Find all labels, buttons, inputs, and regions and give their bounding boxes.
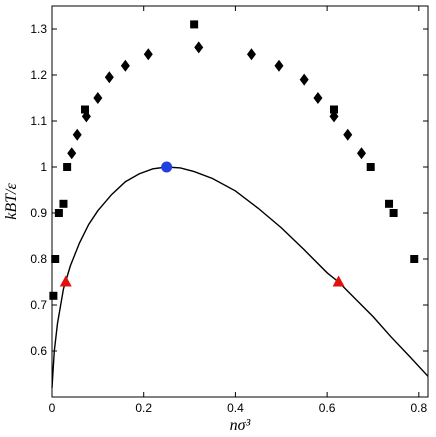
y-tick-label: 0.8 [30,252,47,266]
y-tick-label: 1 [40,160,47,174]
square-data-point [366,163,375,171]
x-tick-label: 0.8 [410,401,427,415]
x-tick-label: 0.6 [319,401,336,415]
x-tick-label: 0.4 [227,401,244,415]
triangle-marker [59,275,72,287]
diamond-data-point [343,128,353,141]
diamond-data-point [104,71,114,84]
diamond-data-point [313,92,323,104]
diamond-data-point [93,92,103,104]
diamond-data-point [72,128,82,141]
diamond-data-point [81,110,91,123]
y-tick-label: 0.6 [30,344,47,358]
diamond-data-point [246,48,256,61]
square-data-point [190,20,199,29]
square-data-point [81,105,90,114]
diamond-data-point [274,59,284,72]
diamond-data-point [329,110,339,123]
diamond-data-point [357,147,367,160]
x-tick-label: 0 [49,401,56,415]
plot-frame [51,5,429,398]
x-tick-label: 0.2 [135,401,152,415]
y-tick-label: 0.9 [30,206,47,220]
diamond-data-point [120,59,130,72]
labels-group: nσ³ kBT/ε [3,183,251,434]
square-data-point [385,199,394,208]
diamond-data-point [299,73,309,86]
data-group [49,20,429,388]
diamond-data-point [194,41,204,54]
y-tick-label: 1.2 [30,68,47,82]
diamond-data-point [67,147,77,160]
square-data-point [54,209,63,217]
y-axis-label: kBT/ε [3,183,20,220]
y-tick-label: 1.3 [30,22,47,36]
y-tick-label: 0.7 [30,298,47,312]
square-data-point [49,291,58,300]
y-tick-label: 1.1 [30,114,47,128]
triangle-marker [332,275,345,287]
x-axis-label: nσ³ [230,417,251,434]
critical-point-marker [161,161,173,173]
square-data-point [410,255,419,263]
square-data-point [59,199,68,208]
square-data-point [51,255,60,263]
coexistence-curve [51,166,429,388]
axes-group: 0 0.2 0.4 0.6 0.8 0.6 0.7 0.8 0.9 1 1.1 1.2 1.3 [30,5,429,415]
square-data-point [330,105,338,114]
diamond-data-point [143,48,153,61]
square-data-point [63,163,72,171]
square-data-point [389,209,398,217]
